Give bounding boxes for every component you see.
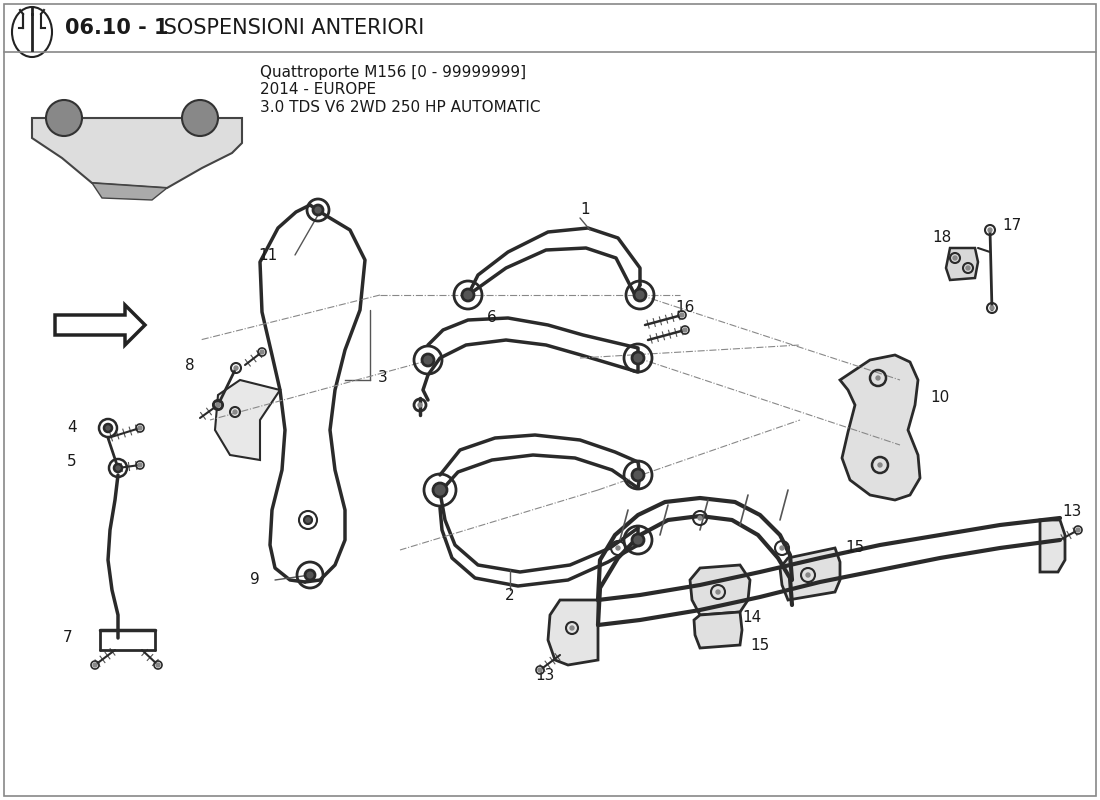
Text: 2: 2	[505, 587, 515, 602]
Circle shape	[433, 483, 447, 497]
Circle shape	[716, 590, 720, 594]
Polygon shape	[214, 380, 280, 460]
Text: 18: 18	[933, 230, 952, 246]
Circle shape	[632, 352, 644, 364]
Text: 3: 3	[378, 370, 387, 386]
Polygon shape	[840, 355, 920, 500]
Circle shape	[216, 403, 220, 407]
Circle shape	[632, 469, 644, 481]
Circle shape	[806, 573, 810, 577]
Circle shape	[966, 266, 970, 270]
Circle shape	[114, 464, 122, 472]
Circle shape	[632, 534, 644, 546]
Text: 9: 9	[251, 573, 260, 587]
Polygon shape	[55, 305, 145, 345]
Circle shape	[683, 328, 688, 332]
Polygon shape	[780, 548, 840, 600]
Circle shape	[698, 516, 702, 520]
Circle shape	[538, 668, 542, 672]
Polygon shape	[92, 183, 167, 200]
Circle shape	[418, 403, 422, 407]
Polygon shape	[1040, 520, 1065, 572]
Text: 6: 6	[487, 310, 497, 326]
Circle shape	[156, 663, 160, 667]
Circle shape	[990, 306, 994, 310]
Text: 15: 15	[750, 638, 769, 653]
Text: 16: 16	[675, 301, 695, 315]
Text: 10: 10	[930, 390, 949, 406]
Circle shape	[462, 289, 474, 301]
Circle shape	[680, 313, 684, 317]
Text: 5: 5	[67, 454, 77, 470]
Circle shape	[780, 546, 784, 550]
Text: 8: 8	[185, 358, 195, 373]
Circle shape	[138, 426, 142, 430]
Text: Quattroporte M156 [0 - 99999999]: Quattroporte M156 [0 - 99999999]	[260, 65, 526, 79]
Text: 13: 13	[1063, 505, 1081, 519]
Circle shape	[305, 570, 315, 580]
Circle shape	[216, 403, 220, 407]
Text: 4: 4	[67, 421, 77, 435]
Circle shape	[1076, 528, 1080, 532]
Circle shape	[878, 463, 882, 467]
Text: 13: 13	[536, 667, 554, 682]
Circle shape	[182, 100, 218, 136]
Circle shape	[570, 626, 574, 630]
Polygon shape	[690, 565, 750, 615]
Polygon shape	[32, 118, 242, 188]
Text: 11: 11	[258, 247, 277, 262]
Circle shape	[876, 376, 880, 380]
Circle shape	[260, 350, 264, 354]
Text: 14: 14	[742, 610, 761, 626]
Text: 2014 - EUROPE: 2014 - EUROPE	[260, 82, 376, 98]
Circle shape	[634, 289, 646, 301]
Text: 1: 1	[580, 202, 590, 218]
Text: 3.0 TDS V6 2WD 250 HP AUTOMATIC: 3.0 TDS V6 2WD 250 HP AUTOMATIC	[260, 101, 540, 115]
Circle shape	[988, 228, 992, 232]
Text: SOSPENSIONI ANTERIORI: SOSPENSIONI ANTERIORI	[157, 18, 425, 38]
Circle shape	[616, 546, 620, 550]
Circle shape	[94, 663, 97, 667]
Circle shape	[138, 463, 142, 467]
Polygon shape	[548, 600, 598, 665]
Polygon shape	[946, 248, 978, 280]
Circle shape	[953, 256, 957, 260]
Circle shape	[314, 205, 323, 215]
Circle shape	[234, 366, 238, 370]
Circle shape	[304, 516, 312, 524]
Text: 15: 15	[845, 541, 865, 555]
Polygon shape	[694, 612, 743, 648]
Circle shape	[233, 410, 236, 414]
Circle shape	[104, 424, 112, 432]
Circle shape	[422, 354, 435, 366]
Text: 17: 17	[1002, 218, 1021, 233]
Text: 7: 7	[63, 630, 73, 646]
Text: 06.10 - 1: 06.10 - 1	[65, 18, 168, 38]
Circle shape	[46, 100, 82, 136]
